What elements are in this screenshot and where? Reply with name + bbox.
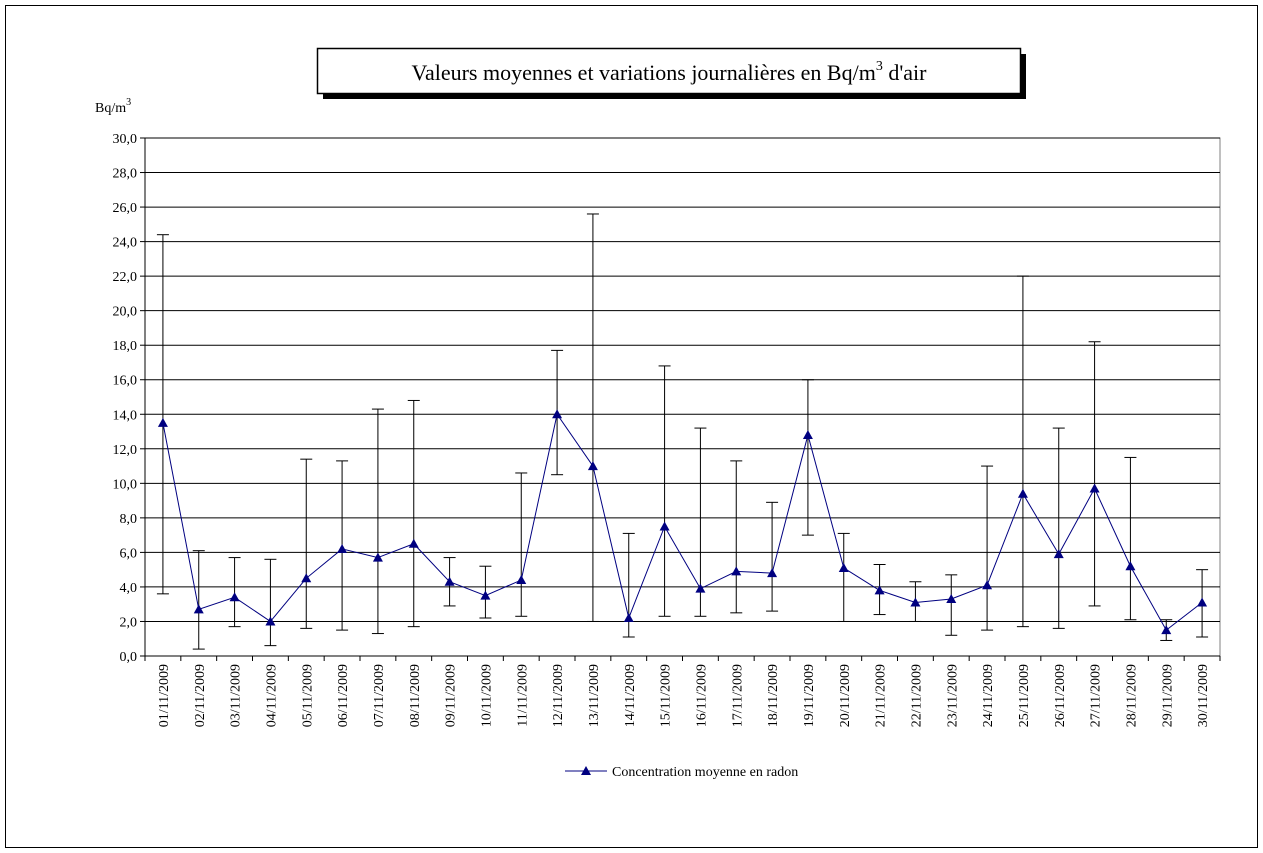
data-point: [229, 592, 240, 602]
data-point: [480, 590, 491, 600]
y-tick-label: 10,0: [113, 477, 138, 492]
x-tick-label: 03/11/2009: [229, 664, 244, 727]
x-tick-label: 12/11/2009: [551, 664, 566, 727]
data-point: [874, 585, 885, 595]
x-tick-label: 02/11/2009: [193, 664, 208, 727]
x-tick-label: 15/11/2009: [659, 664, 674, 727]
x-tick-label: 23/11/2009: [945, 664, 960, 727]
y-tick-label: 18,0: [113, 339, 138, 354]
y-tick-label: 22,0: [113, 270, 138, 285]
x-tick-label: 08/11/2009: [408, 664, 423, 727]
y-tick-label: 20,0: [113, 305, 138, 320]
data-point: [695, 583, 706, 593]
x-tick-label: 05/11/2009: [300, 664, 315, 727]
x-tick-label: 19/11/2009: [802, 664, 817, 727]
x-tick-label: 26/11/2009: [1053, 664, 1068, 727]
x-tick-label: 24/11/2009: [981, 664, 996, 727]
data-point: [838, 562, 849, 572]
data-point: [731, 566, 742, 576]
y-tick-label: 26,0: [113, 201, 138, 216]
x-tick-label: 04/11/2009: [264, 664, 279, 727]
y-tick-label: 14,0: [113, 408, 138, 423]
x-tick-label: 13/11/2009: [587, 664, 602, 727]
data-point: [1053, 549, 1064, 559]
data-point: [408, 538, 419, 548]
x-tick-label: 27/11/2009: [1089, 664, 1104, 727]
x-tick-label: 14/11/2009: [623, 664, 638, 727]
x-tick-label: 01/11/2009: [157, 664, 172, 727]
x-tick-label: 20/11/2009: [838, 664, 853, 727]
data-point: [587, 461, 598, 471]
data-point: [193, 604, 204, 614]
x-tick-label: 17/11/2009: [730, 664, 745, 727]
y-axis-label: Bq/m3: [95, 97, 131, 116]
data-point: [767, 568, 778, 578]
data-point: [982, 580, 993, 590]
data-point: [301, 573, 312, 583]
y-tick-label: 30,0: [113, 132, 138, 147]
x-tick-label: 22/11/2009: [909, 664, 924, 727]
y-tick-label: 4,0: [120, 581, 138, 596]
data-point: [910, 597, 921, 607]
y-tick-label: 2,0: [120, 615, 138, 630]
plot-area: [144, 137, 1221, 657]
x-tick-label: 10/11/2009: [479, 664, 494, 727]
data-point: [1017, 488, 1028, 498]
data-point: [1197, 597, 1208, 607]
series-line: [162, 413, 1203, 631]
x-tick-label: 09/11/2009: [444, 664, 459, 727]
x-tick-label: 28/11/2009: [1124, 664, 1139, 727]
x-tick-label: 30/11/2009: [1196, 664, 1211, 727]
y-tick-label: 24,0: [113, 236, 138, 251]
x-tick-label: 25/11/2009: [1017, 664, 1032, 727]
data-point: [1089, 483, 1100, 493]
y-tick-label: 0,0: [120, 650, 138, 665]
y-tick-label: 8,0: [120, 512, 138, 527]
y-tick-label: 16,0: [113, 374, 138, 389]
x-tick-label: 18/11/2009: [766, 664, 781, 727]
title-text: Valeurs moyennes et variations journaliè…: [412, 60, 876, 85]
title-text: d'air: [883, 60, 927, 85]
data-point: [265, 616, 276, 626]
title-box: [316, 47, 1022, 95]
y-tick-label: 28,0: [113, 167, 138, 182]
data-point: [516, 575, 527, 585]
x-tick-label: 21/11/2009: [874, 664, 889, 727]
data-point: [372, 552, 383, 562]
chart-title: Valeurs moyennes et variations journaliè…: [412, 59, 928, 85]
data-point: [802, 429, 813, 439]
y-label-text: Bq/m: [95, 101, 126, 116]
data-point: [1161, 625, 1172, 635]
legend-marker: [581, 766, 591, 775]
data-point: [157, 417, 168, 427]
legend-label: Concentration moyenne en radon: [612, 765, 798, 780]
y-tick-label: 6,0: [120, 546, 138, 561]
data-point: [552, 409, 563, 419]
x-tick-label: 11/11/2009: [515, 664, 530, 727]
y-tick-label: 12,0: [113, 443, 138, 458]
data-point: [444, 576, 455, 586]
data-point: [659, 521, 670, 531]
title-sup: 3: [876, 59, 883, 74]
x-tick-label: 16/11/2009: [694, 664, 709, 727]
x-tick-label: 06/11/2009: [336, 664, 351, 727]
x-tick-label: 29/11/2009: [1160, 664, 1175, 727]
data-point: [946, 594, 957, 604]
y-label-sup: 3: [126, 97, 131, 108]
data-point: [1125, 561, 1136, 571]
data-point: [337, 543, 348, 553]
x-tick-label: 07/11/2009: [372, 664, 387, 727]
data-point: [623, 613, 634, 623]
